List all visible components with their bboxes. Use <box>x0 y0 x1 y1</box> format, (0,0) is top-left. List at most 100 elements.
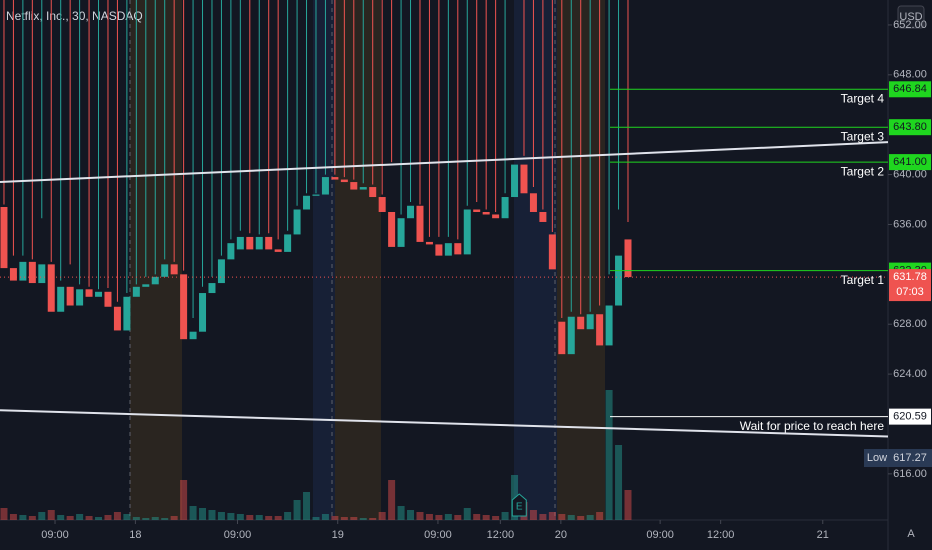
currency[interactable]: USD <box>899 11 922 23</box>
volume-bar <box>407 510 415 520</box>
volume-bar <box>473 514 481 520</box>
candle-body <box>482 211 490 215</box>
level-tag <box>889 154 931 171</box>
session-band <box>335 0 381 520</box>
volume-bar <box>151 517 159 520</box>
candle-body <box>444 243 452 256</box>
volume-bar <box>615 445 623 520</box>
volume-bar <box>76 514 84 520</box>
low-text: Low <box>867 452 887 464</box>
volume-bar <box>255 515 263 520</box>
volume-bar <box>303 492 311 520</box>
y-tick-label: 624.00 <box>893 368 927 380</box>
volume-bar <box>47 510 55 520</box>
level-text: Target 1 <box>841 273 885 287</box>
candle-body <box>312 194 320 196</box>
y-tick-label: 628.00 <box>893 318 927 330</box>
volume-bar <box>274 516 282 520</box>
candle-body <box>407 205 415 219</box>
candle-body <box>38 264 46 284</box>
level-tag-label: 646.84 <box>893 83 927 95</box>
volume-bar <box>548 512 556 520</box>
candle-body <box>492 214 500 219</box>
volume-bar <box>454 515 462 520</box>
candle-body <box>529 193 537 212</box>
candle-body <box>104 291 112 307</box>
candle-body <box>123 296 131 331</box>
trend-line <box>0 141 889 184</box>
x-tick-label: 19 <box>332 529 344 541</box>
candle-body <box>321 177 329 195</box>
volume-bar <box>66 516 74 520</box>
low-tag <box>864 449 932 468</box>
volume-bar <box>492 516 500 520</box>
volume-bar <box>397 506 405 520</box>
candle-body <box>85 289 93 297</box>
candle-body <box>170 264 178 275</box>
volume-bar <box>227 513 235 520</box>
candle-body <box>265 236 273 250</box>
candle-body <box>596 314 604 346</box>
earnings-label: E <box>516 502 523 513</box>
level-text: Wait for price to reach here <box>740 419 885 433</box>
volume-bar <box>501 512 509 520</box>
volume-bar <box>38 512 46 520</box>
candle-body <box>113 306 121 331</box>
candle-body <box>520 164 528 194</box>
candle-body <box>548 234 556 270</box>
candle-body <box>293 209 301 235</box>
volume-bar <box>596 512 604 520</box>
last-price-label: 631.78 <box>893 271 927 283</box>
volume-bar <box>605 390 613 520</box>
y-tick-label: 652.00 <box>893 19 927 31</box>
candle-body <box>501 197 509 219</box>
currency-box[interactable] <box>897 5 925 29</box>
candle-body <box>76 289 84 306</box>
level-tag-label: 641.00 <box>893 156 927 168</box>
candle-body <box>454 243 462 255</box>
x-tick-label: 09:00 <box>41 529 69 541</box>
level-tag-label: 643.80 <box>893 121 927 133</box>
volume-bar <box>265 516 273 520</box>
volume-bar <box>388 480 396 520</box>
x-tick-label: 18 <box>129 529 141 541</box>
level-tag <box>889 81 931 98</box>
volume-bar <box>236 514 244 520</box>
volume-bar <box>312 517 320 520</box>
volume-bar <box>435 515 443 520</box>
candle-body <box>331 177 339 180</box>
candle-body <box>180 274 188 340</box>
candle-body <box>284 234 292 252</box>
volume-bar <box>170 516 178 520</box>
candle-body <box>359 187 367 190</box>
candle-body <box>28 261 36 284</box>
y-tick-label: 648.00 <box>893 69 927 81</box>
countdown-label: 07:03 <box>896 286 924 298</box>
candle-body <box>142 284 150 287</box>
session-bands <box>129 0 605 520</box>
volume-bar <box>350 517 358 520</box>
volume-bar <box>539 514 547 520</box>
session-band <box>130 0 182 520</box>
candle-body <box>227 243 235 260</box>
volume-bar <box>161 518 169 520</box>
candle-body <box>435 244 443 256</box>
level-tag <box>889 408 931 425</box>
volume-bar <box>57 515 65 520</box>
level-text: Target 3 <box>841 129 885 143</box>
volume-bar <box>9 514 17 520</box>
candle-body <box>0 207 8 269</box>
volume-bar <box>586 515 594 520</box>
auto-scale-button[interactable]: A <box>907 528 915 540</box>
candle-body <box>47 264 55 312</box>
candle-body <box>199 293 207 332</box>
candle-body <box>189 331 197 340</box>
candle-body <box>416 205 424 242</box>
volume-bar <box>0 508 8 520</box>
y-tick-label: 636.00 <box>893 218 927 230</box>
level-tag-label: 620.59 <box>893 411 927 423</box>
candle-body <box>558 321 566 355</box>
candle-body <box>473 209 481 212</box>
candle-body <box>605 305 613 346</box>
